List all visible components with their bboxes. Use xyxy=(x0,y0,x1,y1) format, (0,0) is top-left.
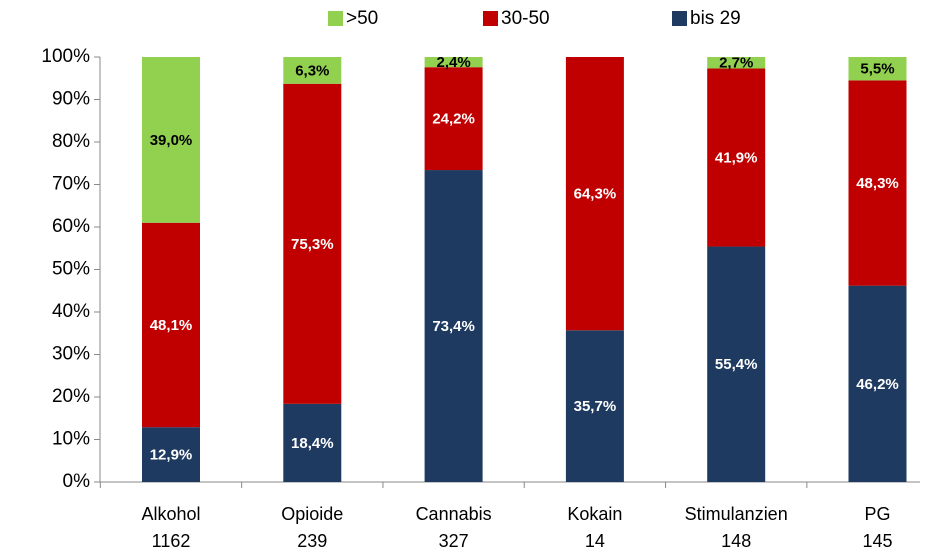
x-tick-label: 239 xyxy=(297,531,327,551)
bar-segment xyxy=(283,57,342,84)
x-tick-label: 148 xyxy=(721,531,751,551)
bar-segment xyxy=(848,80,907,286)
data-label: 41,9% xyxy=(715,149,758,166)
data-label: 64,3% xyxy=(574,186,617,203)
x-tick-label: Stimulanzien xyxy=(685,504,788,524)
x-tick-label: 145 xyxy=(862,531,892,551)
y-tick-label: 80% xyxy=(52,131,90,152)
legend-swatch xyxy=(328,11,343,26)
bar-segment xyxy=(848,285,907,482)
y-tick-label: 0% xyxy=(63,471,91,492)
bar-segment xyxy=(424,57,483,68)
y-tick-label: 50% xyxy=(52,259,90,280)
x-tick-label: 327 xyxy=(439,531,469,551)
data-label: 5,5% xyxy=(860,61,894,78)
data-label: 55,4% xyxy=(715,356,758,373)
x-tick-label: Opioide xyxy=(281,504,343,524)
data-label: 73,4% xyxy=(432,318,475,335)
bar-segment xyxy=(707,246,766,482)
legend-label: >50 xyxy=(346,8,378,29)
data-label: 39,0% xyxy=(150,132,193,149)
bar-segment xyxy=(565,330,624,482)
legend-swatch xyxy=(483,11,498,26)
x-tick-label: 1162 xyxy=(152,531,191,551)
y-tick-label: 70% xyxy=(52,174,90,195)
data-label: 18,4% xyxy=(291,435,334,452)
x-tick-label: Cannabis xyxy=(416,504,492,524)
x-tick-label: Kokain xyxy=(567,504,622,524)
data-label: 24,2% xyxy=(432,111,475,128)
bar-segment xyxy=(142,427,200,482)
data-label: 48,3% xyxy=(856,175,899,192)
y-tick-label: 40% xyxy=(52,301,90,322)
data-label: 2,7% xyxy=(719,55,753,72)
y-tick-label: 20% xyxy=(52,386,90,407)
bar-segment xyxy=(142,57,200,223)
data-label: 6,3% xyxy=(295,62,329,79)
bar-segment xyxy=(142,222,200,428)
bar-segment xyxy=(707,57,766,69)
legend-label: bis 29 xyxy=(690,8,741,29)
bar-segment xyxy=(848,57,907,81)
y-tick-label: 100% xyxy=(41,46,90,67)
data-label: 46,2% xyxy=(856,376,899,393)
data-label: 35,7% xyxy=(574,398,617,415)
data-label: 75,3% xyxy=(291,236,334,253)
bar-segment xyxy=(707,68,766,247)
data-label: 12,9% xyxy=(150,447,193,464)
x-tick-label: PG xyxy=(864,504,890,524)
y-tick-label: 10% xyxy=(52,429,90,450)
y-tick-label: 60% xyxy=(52,216,90,237)
legend-label: 30-50 xyxy=(501,8,550,29)
data-label: 48,1% xyxy=(150,317,193,334)
y-tick-label: 30% xyxy=(52,344,90,365)
x-tick-label: 14 xyxy=(585,531,605,551)
y-tick-label: 90% xyxy=(52,89,90,110)
x-tick-label: Alkohol xyxy=(141,504,200,524)
bar-segment xyxy=(283,83,342,404)
bar-segment xyxy=(565,57,624,331)
bar-segment xyxy=(424,170,483,483)
bar-segment xyxy=(424,67,483,171)
bar-segment xyxy=(283,403,342,482)
legend-swatch xyxy=(672,11,687,26)
data-label: 2,4% xyxy=(436,54,470,71)
